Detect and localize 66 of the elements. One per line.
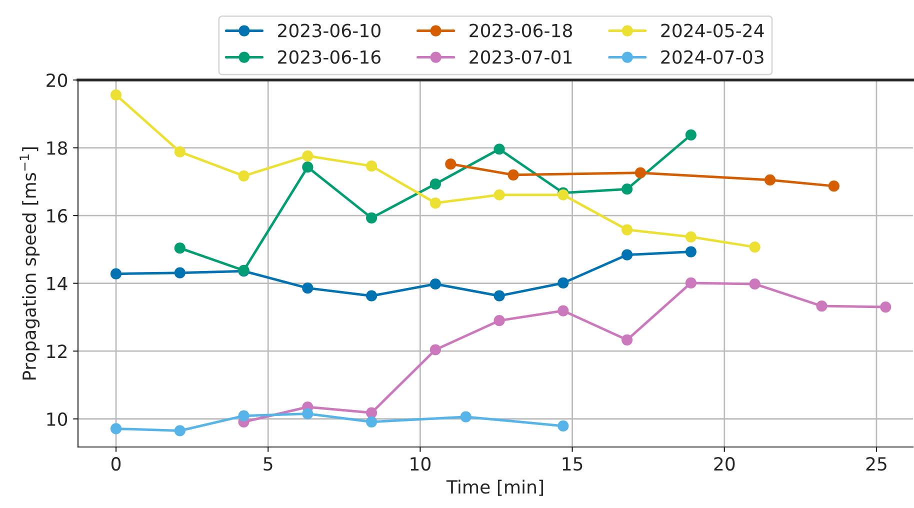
y-tick-label: 16	[47, 209, 68, 223]
x-tick-label: 15	[562, 457, 582, 471]
point	[622, 224, 633, 236]
x-tick-label: 0	[111, 457, 121, 471]
point	[366, 416, 378, 428]
x-tick-label: 5	[264, 457, 272, 471]
point	[558, 420, 569, 432]
legend-label: 2023-06-10	[278, 24, 380, 38]
point	[366, 212, 378, 224]
legend-label: 2023-06-18	[470, 24, 572, 38]
x-axis-title: Time [min]	[446, 480, 543, 496]
point	[558, 277, 569, 289]
point	[302, 282, 314, 294]
point	[828, 180, 840, 192]
y-tick-label: 20	[46, 73, 68, 88]
point	[174, 425, 186, 436]
point	[558, 305, 569, 316]
legend-label: 2024-07-03	[661, 50, 764, 64]
point	[110, 268, 122, 280]
x-tick-label: 20	[714, 457, 735, 471]
point	[445, 158, 456, 170]
x-tick-label: 25	[866, 457, 886, 471]
point	[302, 150, 314, 162]
point	[816, 300, 828, 312]
point	[174, 242, 186, 254]
point	[685, 277, 696, 289]
point	[622, 249, 633, 260]
point	[430, 344, 441, 356]
point	[366, 290, 378, 302]
point	[749, 278, 760, 290]
x-tick-label: 10	[410, 457, 430, 471]
point	[174, 146, 186, 158]
y-tick-label: 12	[47, 344, 66, 358]
legend-label: 2023-06-16	[278, 50, 381, 64]
point	[110, 89, 122, 100]
point	[749, 242, 760, 253]
point	[366, 160, 378, 172]
y-tick-label: 10	[47, 412, 68, 426]
point	[430, 178, 441, 190]
point	[494, 144, 505, 155]
point	[685, 231, 696, 242]
point	[508, 169, 519, 180]
y-tick-label: 14	[47, 277, 68, 290]
point	[685, 246, 696, 258]
point	[622, 334, 633, 346]
point	[634, 167, 646, 178]
point	[494, 189, 505, 200]
point	[430, 278, 441, 290]
point	[880, 301, 892, 313]
point	[494, 315, 505, 326]
point	[622, 184, 633, 195]
point	[302, 408, 314, 420]
point	[238, 170, 250, 182]
point	[174, 267, 186, 278]
point	[764, 174, 776, 186]
legend-label: 2023-07-01	[470, 50, 572, 64]
point	[302, 162, 314, 173]
point	[430, 197, 441, 209]
point	[238, 410, 250, 422]
point	[494, 290, 505, 302]
point	[110, 423, 122, 434]
y-axis-title: Propagation speed [ms$^{−1}$]	[20, 147, 40, 380]
y-tick-label: 18	[47, 141, 68, 155]
legend-label: 2024-05-24	[661, 24, 764, 38]
point	[460, 411, 472, 422]
point	[685, 129, 696, 140]
